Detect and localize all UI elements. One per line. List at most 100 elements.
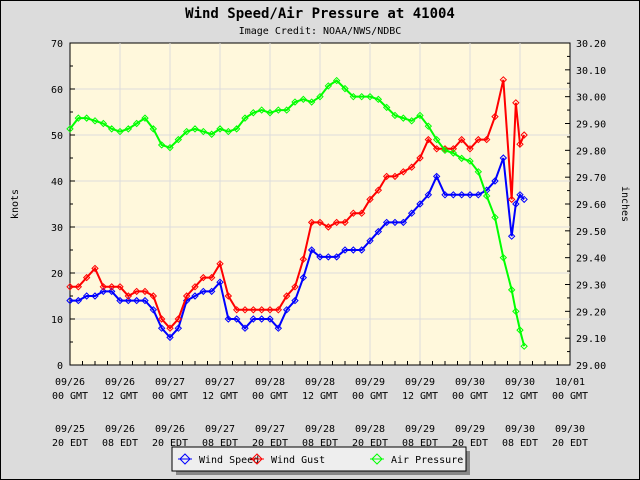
wind-speed-point [232, 315, 241, 323]
x-tick-label-gmt-date: 09/29 [405, 377, 435, 388]
x-tick-label-gmt-date: 09/30 [505, 377, 535, 388]
air-pressure-point [491, 213, 499, 222]
chart-title: Wind Speed/Air Pressure at 41004 [185, 6, 455, 22]
wind-gust-point [291, 283, 299, 291]
wind-gust-point [257, 306, 266, 314]
wind-speed-point [357, 246, 366, 254]
wind-speed-point [282, 306, 291, 314]
wind-gust-point [491, 112, 499, 121]
wind-gust-point [466, 145, 474, 153]
air-pressure-point [324, 82, 333, 90]
wind-gust-point [332, 218, 341, 227]
x-tick-label-edt-date: 09/30 [555, 424, 585, 435]
air-pressure-point [274, 106, 283, 114]
wind-speed-point [499, 154, 508, 162]
x-tick-label-edt-date: 09/29 [405, 424, 435, 435]
wind-gust-point [124, 292, 133, 300]
y-tick-label: 60 [51, 85, 63, 96]
wind-speed-point [449, 191, 458, 199]
wind-speed-point [520, 195, 528, 204]
wind-speed-point [149, 306, 158, 314]
x-tick-label-gmt-date: 09/28 [305, 377, 335, 388]
air-pressure-point [249, 109, 258, 117]
wind-speed-point [491, 177, 499, 185]
wind-gust-point [516, 140, 524, 148]
wind-speed-point [374, 227, 383, 236]
air-pressure-point [349, 92, 358, 101]
air-pressure-point [199, 127, 208, 136]
chart-subtitle: Image Credit: NOAA/NWS/NDBC [239, 26, 402, 37]
wind-speed-point [341, 246, 349, 254]
wind-speed-point [166, 333, 174, 342]
air-pressure-point [299, 95, 308, 104]
y2-tick-label: 29.90 [576, 120, 606, 131]
x-tick-label-edt-hour: 08 EDT [502, 438, 538, 449]
wind-gust-point [324, 223, 333, 231]
wind-gust-point [116, 283, 124, 291]
air-pressure-point [107, 125, 116, 133]
air-pressure-point [182, 127, 191, 136]
wind-speed-point [466, 191, 474, 199]
y2-tick-label: 29.40 [576, 254, 606, 265]
wind-speed-point [332, 253, 341, 261]
y2-tick-label: 30.10 [576, 66, 606, 77]
air-pressure-point [449, 149, 458, 157]
wind-gust-point [207, 273, 216, 282]
wind-gust-point [266, 306, 274, 314]
y-tick-label: 30 [51, 223, 63, 234]
wind-speed-point [457, 191, 466, 199]
wind-speed-point [249, 315, 258, 323]
wind-speed-point [366, 237, 374, 245]
wind-gust-point [382, 172, 391, 181]
wind-speed-point [399, 218, 408, 227]
wind-speed-point [299, 273, 308, 282]
x-tick-label-edt-date: 09/27 [205, 424, 235, 435]
air-pressure-point [82, 114, 91, 122]
y2-tick-label: 30.20 [576, 39, 606, 50]
wind-gust-point [224, 292, 233, 300]
x-tick-label-edt-date: 09/27 [255, 424, 285, 435]
wind-speed-point [316, 253, 324, 261]
wind-speed-point [91, 292, 99, 300]
x-tick-label-edt-hour: 08 EDT [402, 438, 438, 449]
air-pressure-point [224, 127, 233, 136]
wind-gust-point [149, 292, 158, 300]
wind-gust-point [357, 209, 366, 217]
wind-gust-point [474, 135, 483, 144]
wind-speed-point [382, 218, 391, 227]
air-pressure-point [166, 143, 174, 152]
air-pressure-point [391, 111, 399, 120]
x-tick-label-gmt-hour: 00 GMT [152, 391, 188, 402]
wind-speed-point [391, 218, 399, 227]
air-pressure-point [132, 119, 141, 128]
wind-speed-point [174, 324, 183, 332]
y2-axis-label: inches [619, 186, 630, 222]
y2-tick-label: 29.80 [576, 146, 606, 157]
y2-tick-label: 29.70 [576, 173, 606, 184]
wind-gust-point [482, 135, 491, 144]
wind-gust-line [70, 79, 526, 330]
x-tick-label-edt-hour: 20 EDT [252, 438, 288, 449]
x-tick-label-gmt-date: 09/26 [55, 377, 85, 388]
legend: Wind Speed Wind Gust Air Pressure [171, 446, 470, 475]
wind-gust-point [241, 306, 249, 314]
wind-gust-point [274, 306, 283, 314]
wind-gust-point [74, 283, 83, 291]
wind-gust-point [299, 255, 308, 263]
wind-gust-point [141, 287, 149, 296]
wind-speed-point [116, 296, 124, 305]
wind-speed-point [216, 278, 224, 286]
wind-gust-point [341, 218, 349, 227]
air-pressure-point [191, 125, 199, 133]
y2-tick-label: 29.60 [576, 200, 606, 211]
y2-tick-label: 30.00 [576, 93, 606, 104]
wind-gust-point [91, 264, 99, 273]
x-tick-label-gmt-date: 09/28 [255, 377, 285, 388]
air-pressure-point [74, 114, 83, 122]
wind-speed-point [207, 287, 216, 296]
wind-speed-point [74, 296, 83, 305]
air-pressure-point [366, 92, 374, 101]
air-pressure-point [149, 125, 158, 133]
wind-gust-point [416, 154, 424, 162]
